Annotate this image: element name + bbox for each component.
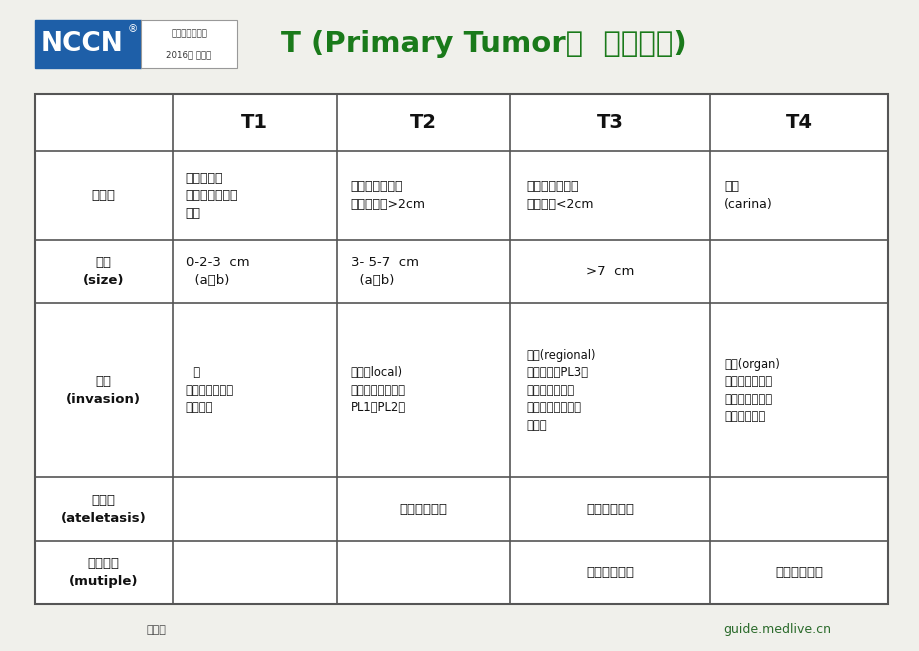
FancyBboxPatch shape — [35, 94, 887, 604]
Text: 局限（local)
（侵及脏层胸膜，
PL1或PL2）: 局限（local) （侵及脏层胸膜， PL1或PL2） — [350, 367, 405, 415]
Text: 大小
(size): 大小 (size) — [83, 256, 124, 287]
Text: T1: T1 — [241, 113, 268, 132]
Text: 肺不张
(ateletasis): 肺不张 (ateletasis) — [61, 493, 146, 525]
Text: >7  cm: >7 cm — [585, 265, 634, 278]
Text: 纤支镣: 纤支镣 — [92, 189, 116, 202]
Text: 2016年 第一版: 2016年 第一版 — [166, 50, 211, 59]
Text: 无
（被肺或脏层胸
膜包绕）: 无 （被肺或脏层胸 膜包绕） — [186, 367, 233, 415]
Text: ®: ® — [127, 24, 137, 35]
Text: T4: T4 — [785, 113, 811, 132]
Text: NCCN: NCCN — [40, 31, 123, 57]
FancyBboxPatch shape — [141, 20, 237, 68]
Text: T (Primary Tumor：  原发肿瘦): T (Primary Tumor： 原发肿瘦) — [280, 30, 686, 58]
Text: T3: T3 — [596, 113, 623, 132]
Text: 医脉通: 医脉通 — [146, 624, 166, 635]
Text: 3- 5-7  cm
  (a，b): 3- 5-7 cm (a，b) — [350, 256, 418, 287]
Text: guide.medlive.cn: guide.medlive.cn — [722, 623, 831, 636]
Text: 局限一个叶内: 局限一个叶内 — [399, 503, 448, 516]
Text: 多发结节
(mutiple): 多发结节 (mutiple) — [69, 557, 139, 588]
Text: T2: T2 — [410, 113, 437, 132]
Text: 累及主支气管，
但距离隆突>2cm: 累及主支气管， 但距离隆突>2cm — [350, 180, 425, 211]
Text: 局限一侧肺内: 局限一侧肺内 — [774, 566, 823, 579]
Text: 区域(regional)
（壁层胸膜PL3、
胸壁、横隔、膏
神经、纵隔胸膜、
心包）: 区域(regional) （壁层胸膜PL3、 胸壁、横隔、膏 神经、纵隔胸膜、 … — [526, 349, 596, 432]
Text: 0-2-3  cm
  (a，b): 0-2-3 cm (a，b) — [186, 256, 249, 287]
Text: 累及主支气管，
距离隆突<2cm: 累及主支气管， 距离隆突<2cm — [526, 180, 593, 211]
FancyBboxPatch shape — [35, 20, 141, 68]
Text: 叶内支气管
（未累及主支气
管）: 叶内支气管 （未累及主支气 管） — [186, 172, 238, 219]
Text: 器官(organ)
（纵隔、心脏、
大血管、气管、
食管、椎体）: 器官(organ) （纵隔、心脏、 大血管、气管、 食管、椎体） — [723, 357, 779, 423]
Text: 隆突
(carina): 隆突 (carina) — [723, 180, 772, 211]
Text: 局限一侧肺内: 局限一侧肺内 — [585, 503, 633, 516]
Text: 小细胞肺癌指南: 小细胞肺癌指南 — [171, 30, 207, 38]
Text: 局限一个叶内: 局限一个叶内 — [585, 566, 633, 579]
Text: 侵演
(invasion): 侵演 (invasion) — [66, 375, 142, 406]
